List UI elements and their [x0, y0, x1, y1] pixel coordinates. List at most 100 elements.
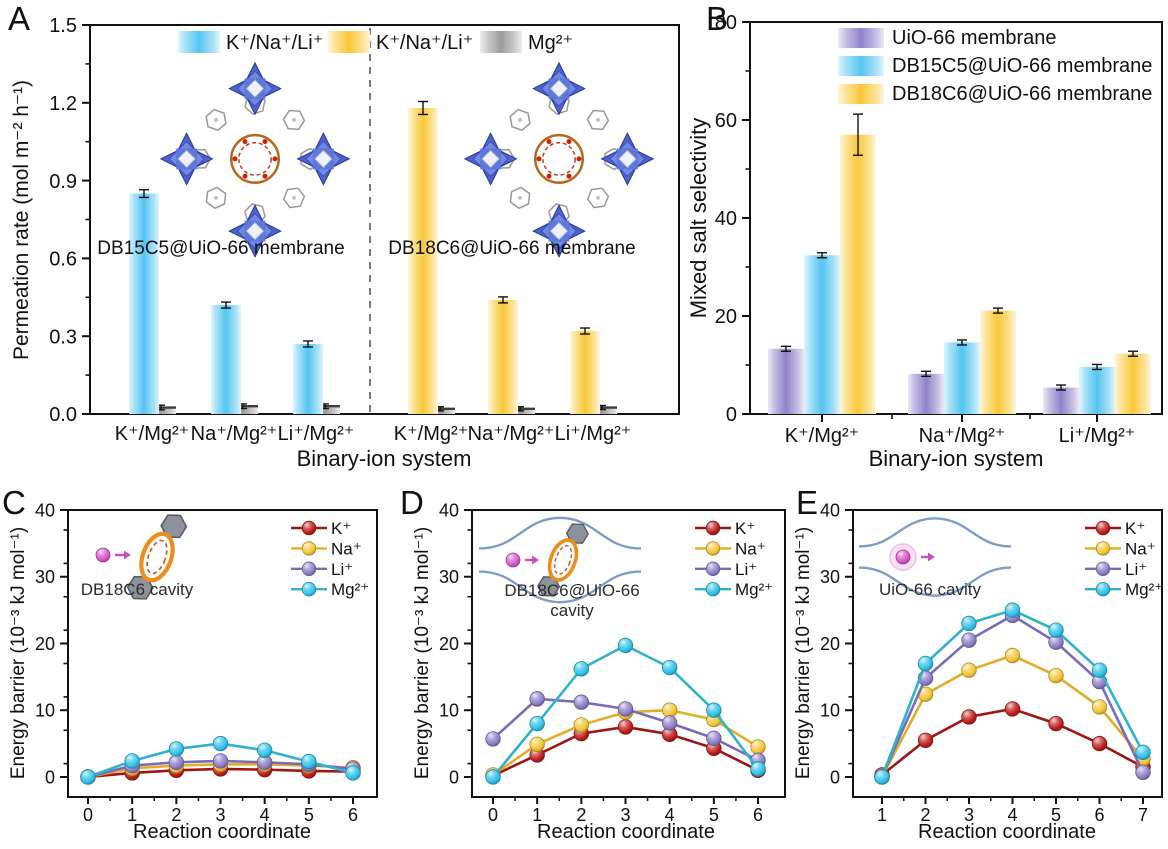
y-axis-title: Energy barrier (10⁻³ kJ mol⁻¹): [8, 527, 29, 779]
data-point-marker: [168, 754, 185, 770]
legend-swatch: [838, 84, 884, 104]
legend-label: Mg²⁺: [735, 580, 773, 599]
data-point-marker: [573, 661, 590, 677]
x-tick-label: 6: [753, 805, 763, 825]
bar-mg: [587, 407, 617, 414]
bar-yellow: [488, 299, 518, 414]
data-point-marker: [301, 753, 317, 770]
inset-caption-db18c6-uio66-line2: cavity: [550, 601, 594, 620]
data-point-marker: [961, 662, 977, 678]
legend-label: K⁺: [735, 519, 755, 538]
panel-label-d: D: [400, 484, 424, 521]
data-point-marker: [1091, 699, 1108, 715]
data-point-marker: [1091, 662, 1108, 678]
data-point-marker: [124, 753, 140, 769]
error-bar: [139, 188, 149, 199]
channel-wall-top: [858, 517, 1012, 548]
svg-text:60: 60: [715, 110, 737, 132]
data-point-marker: [617, 701, 634, 717]
y-axis-title: Permeation rate (mol m⁻² h⁻¹): [10, 80, 33, 360]
x-tick-label: 1: [877, 805, 887, 825]
bar-cyan: [804, 255, 840, 414]
x-tick-label: 5: [709, 805, 719, 825]
svg-text:0.3: 0.3: [49, 326, 77, 348]
panel-label-e: E: [796, 484, 819, 521]
svg-text:0.6: 0.6: [49, 249, 77, 271]
panel-d-legend: K⁺Na⁺ Li⁺Mg²⁺: [695, 519, 773, 599]
axis-box: [852, 509, 1163, 798]
svg-text:20: 20: [35, 634, 55, 654]
legend-label: K⁺: [331, 519, 351, 538]
svg-text:40: 40: [439, 500, 459, 520]
x-tick-label: 4: [1007, 805, 1017, 825]
panel-label-c: C: [2, 484, 26, 521]
data-point-marker: [1048, 715, 1064, 732]
data-point-marker: [961, 632, 977, 648]
panel-b-bars: K⁺/Mg²⁺ Na⁺/Mg²⁺ Li⁺/Mg²⁺: [768, 113, 1151, 447]
arrow-icon: [928, 552, 935, 562]
inset-caption-db18c6-uio66-line1: DB18C6@UiO-66: [504, 581, 640, 600]
mof-structure-illustration: [159, 61, 351, 259]
y-axis-title: Energy barrier (10⁻³ kJ mol⁻¹): [412, 527, 433, 779]
legend-label: K⁺/Na⁺/Li⁺: [226, 32, 323, 54]
x-tick-label: 6: [1094, 805, 1104, 825]
x-category-label: Na⁺/Mg²⁺: [919, 425, 1006, 447]
channel-wall-bottom: [478, 570, 642, 604]
data-point-marker: [661, 715, 678, 731]
membrane-annotation-db18c6: DB18C6@UiO-66 membrane: [388, 238, 636, 259]
legend-label: Li⁺: [1125, 560, 1147, 579]
x-tick-label: 2: [171, 805, 181, 825]
db18c6-molecule-illustration: [537, 523, 589, 597]
svg-text:40: 40: [715, 208, 737, 230]
mof-structure-illustration: [463, 61, 655, 259]
data-point-marker: [573, 694, 590, 710]
data-point-marker: [256, 742, 273, 758]
data-point-marker: [917, 655, 934, 672]
bar-cyan: [293, 343, 323, 414]
error-bar: [418, 100, 428, 116]
data-point-marker: [1048, 667, 1064, 684]
data-point-marker: [1135, 744, 1151, 760]
x-category-label: Li⁺/Mg²⁺: [555, 423, 632, 445]
x-tick-label: 7: [1138, 805, 1148, 825]
data-point-marker: [661, 659, 678, 676]
error-bar: [1128, 350, 1138, 357]
data-point-marker: [529, 715, 545, 732]
channel-wall-bottom: [858, 566, 1012, 597]
data-point-marker: [212, 753, 229, 769]
x-category-label: Li⁺/Mg²⁺: [278, 423, 355, 445]
y-axis: 0 10 20 30 40: [35, 500, 68, 787]
svg-text:30: 30: [439, 567, 459, 587]
bar-purple: [768, 348, 804, 414]
channel-wall-top: [478, 516, 642, 550]
cation-sphere-icon: [895, 549, 911, 565]
x-axis: 0 1 2 3 4 5 6: [488, 797, 763, 825]
svg-text:20: 20: [820, 634, 840, 654]
error-bar: [781, 345, 791, 353]
data-point-marker: [706, 702, 722, 718]
x-tick-label: 1: [127, 805, 137, 825]
x-category-label: Na⁺/Mg²⁺: [468, 423, 555, 445]
svg-text:40: 40: [35, 500, 55, 520]
y-axis: 0 10 20 30 40: [439, 500, 472, 787]
panel-d-series: [485, 637, 766, 785]
bar-cyan: [211, 305, 241, 414]
error-bar: [853, 113, 863, 156]
error-bar: [498, 296, 508, 304]
x-tick-label: 5: [1051, 805, 1061, 825]
error-bar: [221, 301, 231, 309]
legend-swatch: [328, 31, 370, 53]
legend-swatch: [178, 31, 220, 53]
x-tick-label: 0: [488, 805, 498, 825]
cation-sphere-icon: [505, 552, 521, 568]
legend-label: Mg²⁺: [528, 32, 573, 54]
legend-label: Na⁺: [1125, 539, 1156, 558]
svg-text:30: 30: [35, 567, 55, 587]
data-point-marker: [1135, 764, 1151, 781]
data-point-marker: [573, 717, 590, 733]
panel-c-inset: [95, 514, 188, 600]
data-point-marker: [961, 709, 977, 725]
bar-cyan: [129, 193, 159, 414]
error-bar: [957, 339, 967, 346]
